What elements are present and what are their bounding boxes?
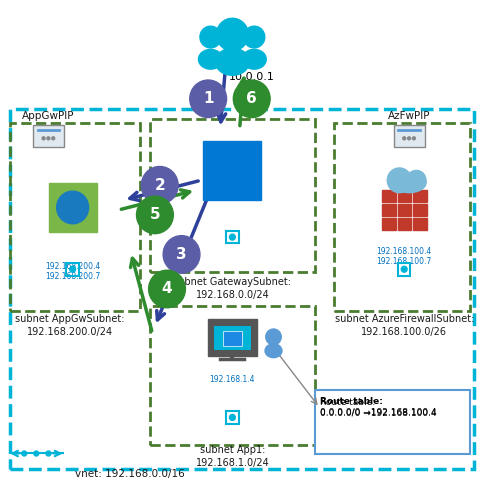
Ellipse shape bbox=[216, 48, 249, 75]
Bar bbox=[413, 190, 427, 202]
Text: 1: 1 bbox=[203, 91, 214, 106]
Bar bbox=[382, 190, 396, 202]
Text: 4: 4 bbox=[162, 282, 172, 296]
Text: 0.0.0.0/0 →192.168.100.4: 0.0.0.0/0 →192.168.100.4 bbox=[320, 408, 436, 416]
Circle shape bbox=[56, 191, 88, 224]
Text: 192.168.1.4: 192.168.1.4 bbox=[210, 375, 255, 384]
Text: 6: 6 bbox=[246, 91, 257, 106]
Circle shape bbox=[407, 170, 426, 190]
Bar bbox=[413, 218, 427, 230]
Bar bbox=[413, 204, 427, 216]
Text: Route table:
0.0.0.0/0 →192.168.100.4: Route table: 0.0.0.0/0 →192.168.100.4 bbox=[320, 398, 436, 417]
Circle shape bbox=[408, 137, 410, 140]
Circle shape bbox=[70, 266, 76, 272]
Circle shape bbox=[141, 166, 178, 204]
Circle shape bbox=[52, 137, 55, 140]
Text: subnet AzureFirewallSubnet:
192.168.100.0/26: subnet AzureFirewallSubnet: 192.168.100.… bbox=[334, 314, 474, 337]
Circle shape bbox=[401, 266, 407, 272]
FancyBboxPatch shape bbox=[394, 125, 425, 147]
Bar bbox=[398, 190, 411, 202]
Circle shape bbox=[47, 137, 50, 140]
Text: subnet App1:
192.168.1.0/24: subnet App1: 192.168.1.0/24 bbox=[195, 445, 269, 468]
Circle shape bbox=[403, 137, 406, 140]
Text: 192.168.100.4
192.168.100.7: 192.168.100.4 192.168.100.7 bbox=[377, 247, 432, 266]
Text: Route table:: Route table: bbox=[320, 397, 382, 406]
FancyBboxPatch shape bbox=[315, 390, 469, 454]
Circle shape bbox=[34, 451, 39, 456]
FancyBboxPatch shape bbox=[223, 331, 242, 346]
FancyBboxPatch shape bbox=[33, 125, 64, 147]
Text: 5: 5 bbox=[150, 207, 160, 222]
Ellipse shape bbox=[392, 173, 426, 193]
Text: 10.0.0.1: 10.0.0.1 bbox=[229, 72, 274, 82]
Text: 192.168.200.4
192.168.200.7: 192.168.200.4 192.168.200.7 bbox=[45, 262, 100, 281]
Circle shape bbox=[229, 234, 235, 240]
FancyBboxPatch shape bbox=[208, 319, 257, 356]
Circle shape bbox=[163, 236, 200, 273]
Text: AppGwPIP: AppGwPIP bbox=[22, 111, 75, 121]
Ellipse shape bbox=[265, 344, 282, 358]
Circle shape bbox=[217, 18, 248, 51]
Circle shape bbox=[244, 26, 265, 48]
Bar bbox=[382, 218, 396, 230]
Circle shape bbox=[190, 80, 226, 118]
Circle shape bbox=[387, 168, 411, 193]
Text: AzFwPIP: AzFwPIP bbox=[388, 111, 430, 121]
Text: subnet AppGwSubnet:
192.168.200.0/24: subnet AppGwSubnet: 192.168.200.0/24 bbox=[15, 314, 125, 337]
FancyBboxPatch shape bbox=[214, 326, 251, 350]
Circle shape bbox=[136, 196, 173, 234]
Bar bbox=[398, 218, 411, 230]
Circle shape bbox=[22, 451, 27, 456]
Bar bbox=[398, 204, 411, 216]
Ellipse shape bbox=[198, 49, 223, 69]
Circle shape bbox=[46, 451, 51, 456]
Ellipse shape bbox=[242, 49, 266, 69]
Circle shape bbox=[233, 80, 270, 118]
Circle shape bbox=[149, 270, 186, 308]
Circle shape bbox=[200, 26, 221, 48]
Text: 2: 2 bbox=[154, 178, 165, 193]
Circle shape bbox=[42, 137, 45, 140]
Bar bbox=[382, 204, 396, 216]
Text: 3: 3 bbox=[176, 247, 187, 262]
Text: vnet: 192.168.0.0/16: vnet: 192.168.0.0/16 bbox=[75, 469, 185, 479]
Circle shape bbox=[229, 414, 235, 420]
Text: subnet GatewaySubnet:
192.168.0.0/24: subnet GatewaySubnet: 192.168.0.0/24 bbox=[173, 277, 291, 300]
Circle shape bbox=[266, 329, 281, 345]
Circle shape bbox=[412, 137, 415, 140]
